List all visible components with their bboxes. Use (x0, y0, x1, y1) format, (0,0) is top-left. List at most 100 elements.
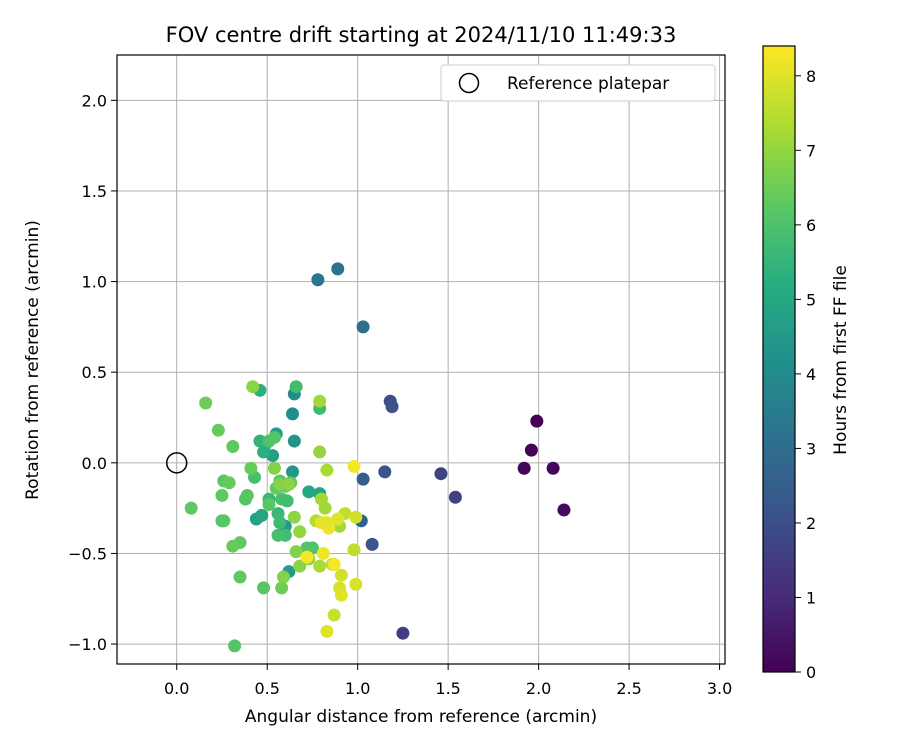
reference-marker (165, 452, 188, 474)
data-point (385, 400, 399, 414)
data-point (300, 550, 314, 564)
data-point (217, 514, 231, 528)
data-point (184, 501, 198, 515)
data-point (246, 380, 260, 394)
y-tick-label: 1.5 (82, 182, 107, 201)
data-point (293, 559, 307, 573)
data-point (276, 570, 290, 584)
data-point (244, 461, 258, 475)
data-point (349, 510, 363, 524)
data-point (327, 557, 341, 571)
data-point (300, 541, 314, 555)
data-point (240, 488, 254, 502)
colorbar-tick-label: 4 (806, 365, 816, 384)
data-point (215, 488, 229, 502)
data-point (273, 478, 287, 492)
data-point (271, 528, 285, 542)
x-axis-label: Angular distance from reference (arcmin) (245, 707, 597, 727)
data-point (302, 485, 316, 499)
colorbar-ticks: 0 1 2 3 4 5 6 7 8 (795, 67, 816, 682)
data-point (287, 510, 301, 524)
data-point (226, 539, 240, 553)
data-point (226, 440, 240, 453)
data-point (262, 498, 276, 511)
data-point (311, 273, 325, 287)
data-point (222, 476, 236, 490)
colorbar-tick-label: 8 (806, 67, 816, 86)
data-point (289, 545, 303, 559)
data-point (267, 461, 281, 475)
colorbar-label: Hours from first FF file (831, 265, 851, 455)
data-point (233, 570, 247, 584)
data-point (275, 581, 289, 595)
data-point (347, 543, 361, 557)
data-point (273, 516, 287, 530)
colorbar-tick-label: 0 (806, 663, 816, 682)
data-point (396, 626, 410, 640)
y-axis-ticks: −1.0 −0.5 0.0 0.5 1.0 1.5 2.0 (68, 91, 117, 654)
colorbar-tick-label: 1 (806, 588, 816, 607)
data-point (313, 394, 327, 408)
data-point (257, 445, 271, 459)
reference-point (165, 452, 188, 474)
data-point (365, 537, 379, 551)
data-point (313, 445, 327, 459)
data-point (313, 559, 327, 573)
data-point (524, 443, 538, 457)
y-tick-label: −1.0 (68, 635, 107, 654)
data-point (448, 490, 462, 504)
data-point (327, 608, 341, 622)
colorbar-tick-label: 7 (806, 141, 816, 160)
x-tick-label: 0.5 (254, 679, 279, 698)
data-point (289, 380, 303, 394)
x-tick-label: 1.5 (435, 679, 460, 698)
data-point (356, 472, 370, 486)
data-point (378, 465, 392, 479)
legend: Reference platepar (440, 64, 716, 102)
data-point (320, 463, 334, 477)
x-tick-label: 1.0 (345, 679, 370, 698)
data-point (347, 459, 361, 473)
data-point (530, 414, 544, 428)
data-point (331, 512, 345, 526)
data-point (286, 465, 300, 479)
data-point (546, 461, 560, 475)
data-point (287, 434, 301, 448)
colorbar-tick-label: 6 (806, 216, 816, 235)
legend-marker (458, 72, 480, 94)
data-point (320, 624, 334, 638)
colorbar-tick-label: 5 (806, 290, 816, 309)
data-point (318, 501, 332, 515)
colorbar-tick-label: 3 (806, 439, 816, 458)
data-point (349, 577, 363, 591)
data-point (267, 430, 281, 444)
data-point (320, 516, 334, 530)
data-point (331, 262, 345, 276)
chart-title: FOV centre drift starting at 2024/11/10 … (166, 23, 677, 47)
plot-area (116, 54, 726, 665)
colorbar (762, 45, 796, 673)
data-point (316, 546, 330, 560)
x-tick-label: 2.0 (526, 679, 551, 698)
data-point (293, 525, 307, 539)
data-point (334, 568, 348, 582)
x-axis-ticks: 0.0 0.5 1.0 1.5 2.0 2.5 3.0 (164, 664, 732, 698)
data-point (199, 396, 213, 410)
data-point (255, 508, 269, 522)
y-axis-label: Rotation from reference (arcmin) (23, 220, 43, 500)
y-tick-label: 2.0 (82, 91, 107, 110)
legend-box (440, 64, 716, 102)
data-points (184, 262, 571, 653)
data-point (280, 494, 294, 508)
data-point (356, 320, 370, 334)
y-tick-label: 0.0 (82, 454, 107, 473)
y-tick-label: 0.5 (82, 363, 107, 382)
x-tick-label: 2.5 (616, 679, 641, 698)
data-point (517, 461, 531, 475)
colorbar-tick-label: 2 (806, 514, 816, 533)
y-tick-label: −0.5 (68, 544, 107, 563)
legend-label: Reference platepar (507, 74, 669, 94)
data-point (228, 639, 242, 653)
data-point (286, 407, 300, 421)
